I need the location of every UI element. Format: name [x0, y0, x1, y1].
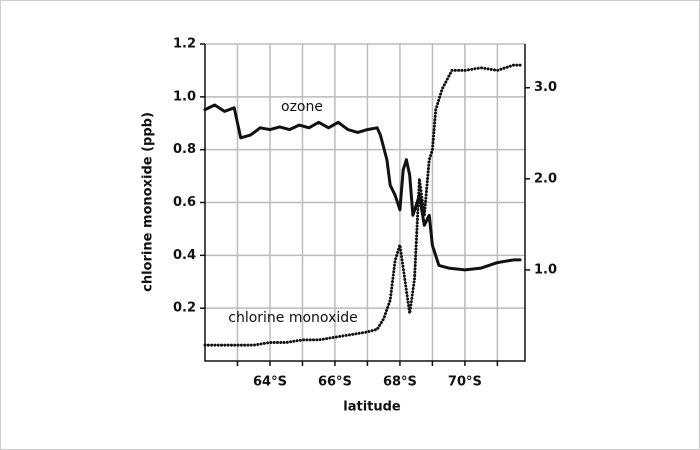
- y-tick-label: 1.2: [173, 37, 196, 52]
- x-tick-label: 64°S: [253, 375, 287, 390]
- y2-tick-label: 1.0: [534, 262, 557, 277]
- x-tick-label: 68°S: [383, 375, 417, 390]
- series-label: chlorine monoxide: [228, 310, 358, 326]
- series-label: ozone: [281, 99, 323, 115]
- y-tick-label: 0.6: [173, 195, 196, 210]
- x-tick-label: 66°S: [318, 375, 352, 390]
- y2-tick-label: 2.0: [534, 171, 557, 186]
- x-axis-label: latitude: [343, 400, 401, 415]
- axis-line: [204, 44, 526, 362]
- y-axis-label: chlorine monoxide (ppb): [141, 112, 156, 292]
- series-line: [203, 63, 522, 347]
- y-tick-label: 1.0: [173, 89, 196, 104]
- y-tick-label: 0.8: [173, 142, 196, 157]
- x-tick-label: 70°S: [448, 375, 482, 390]
- series-line: [203, 103, 522, 272]
- y2-tick-label: 3.0: [534, 80, 557, 95]
- y-tick-label: 0.4: [173, 248, 196, 263]
- y-tick-label: 0.2: [173, 301, 196, 316]
